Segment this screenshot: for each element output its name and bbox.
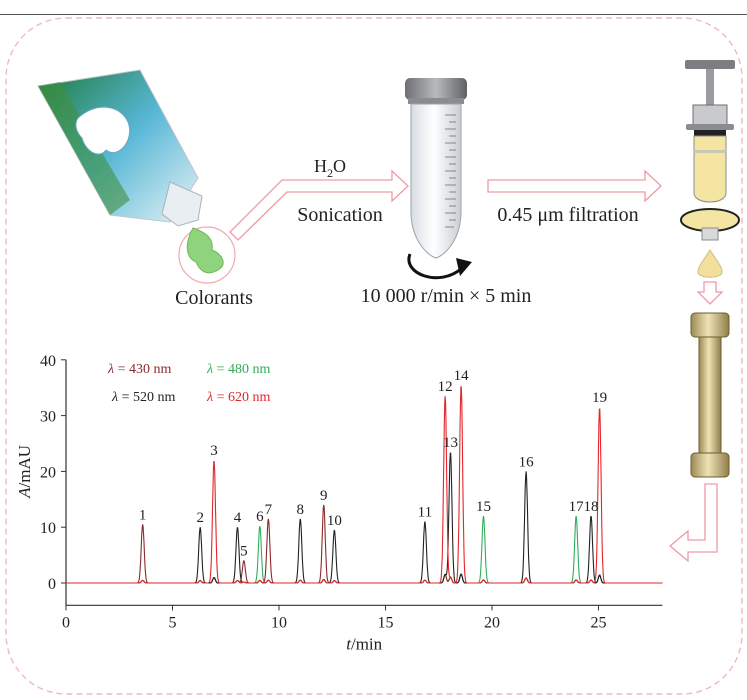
peak-label-1: 1 [139, 507, 147, 523]
peak-label-10: 10 [327, 513, 342, 529]
peak-label-12: 12 [438, 379, 453, 395]
x-tick-label: 10 [271, 614, 287, 631]
y-tick-label: 40 [40, 353, 56, 370]
x-tick-label: 25 [591, 614, 607, 631]
peak-label-3: 3 [210, 443, 218, 459]
toothpaste-tube [37, 69, 203, 227]
peak-label-4: 4 [234, 510, 242, 526]
x-tick-label: 5 [169, 614, 177, 631]
filtration-label: 0.45 μm filtration [497, 204, 638, 226]
peak-label-13: 13 [443, 435, 458, 451]
y-tick-label: 0 [48, 576, 56, 593]
hplc-column [690, 312, 730, 478]
y-tick-label: 20 [40, 464, 56, 481]
x-tick-label: 20 [484, 614, 500, 631]
trace-520nm [66, 452, 663, 584]
y-axis-label: A/mAU [15, 445, 34, 499]
peak-label-2: 2 [196, 510, 204, 526]
arrow-to-syringe [487, 169, 662, 203]
peak-label-11: 11 [418, 505, 432, 521]
peak-label-14: 14 [454, 368, 470, 384]
legend-entry: λ = 480 nm [206, 362, 270, 377]
x-tick-label: 0 [62, 614, 70, 631]
peak-label-15: 15 [476, 499, 491, 515]
peak-label-6: 6 [256, 509, 264, 525]
x-tick-label: 15 [378, 614, 394, 631]
y-tick-label: 30 [40, 409, 56, 426]
chart-traces [66, 386, 663, 584]
peak-label-19: 19 [592, 390, 607, 406]
top-rule [0, 14, 747, 15]
peak-label-9: 9 [320, 488, 328, 504]
syringe-filter [680, 60, 740, 278]
colorant-blob [178, 226, 236, 284]
y-tick-label: 10 [40, 520, 56, 537]
peak-label-16: 16 [519, 454, 535, 470]
trace-480nm [66, 515, 663, 584]
peak-label-8: 8 [297, 502, 305, 518]
peak-label-17: 17 [569, 499, 585, 515]
arrow-to-chromatogram [668, 483, 718, 563]
arrow-to-column [696, 281, 724, 305]
centrifuge-tube [405, 78, 467, 259]
peak-label-18: 18 [584, 499, 599, 515]
legend-entry: λ = 520 nm [111, 390, 175, 405]
rotation-arrow-icon [407, 253, 472, 280]
x-axis-label: t/min [346, 634, 382, 653]
sonication-label: Sonication [297, 204, 383, 226]
colorants-label: Colorants [175, 287, 253, 309]
peak-label-7: 7 [265, 502, 273, 518]
centrifuge-condition: 10 000 r/min × 5 min [361, 285, 532, 307]
legend-entry: λ = 620 nm [206, 390, 270, 405]
chart-legend: λ = 430 nm λ = 480 nm λ = 520 nm λ = 620 nm [107, 362, 270, 405]
peak-label-5: 5 [240, 544, 248, 560]
h2o-label: H2O [314, 156, 346, 180]
trace-620nm [66, 386, 663, 584]
legend-entry: λ = 430 nm [107, 362, 171, 377]
arrow-to-tube [229, 169, 409, 241]
